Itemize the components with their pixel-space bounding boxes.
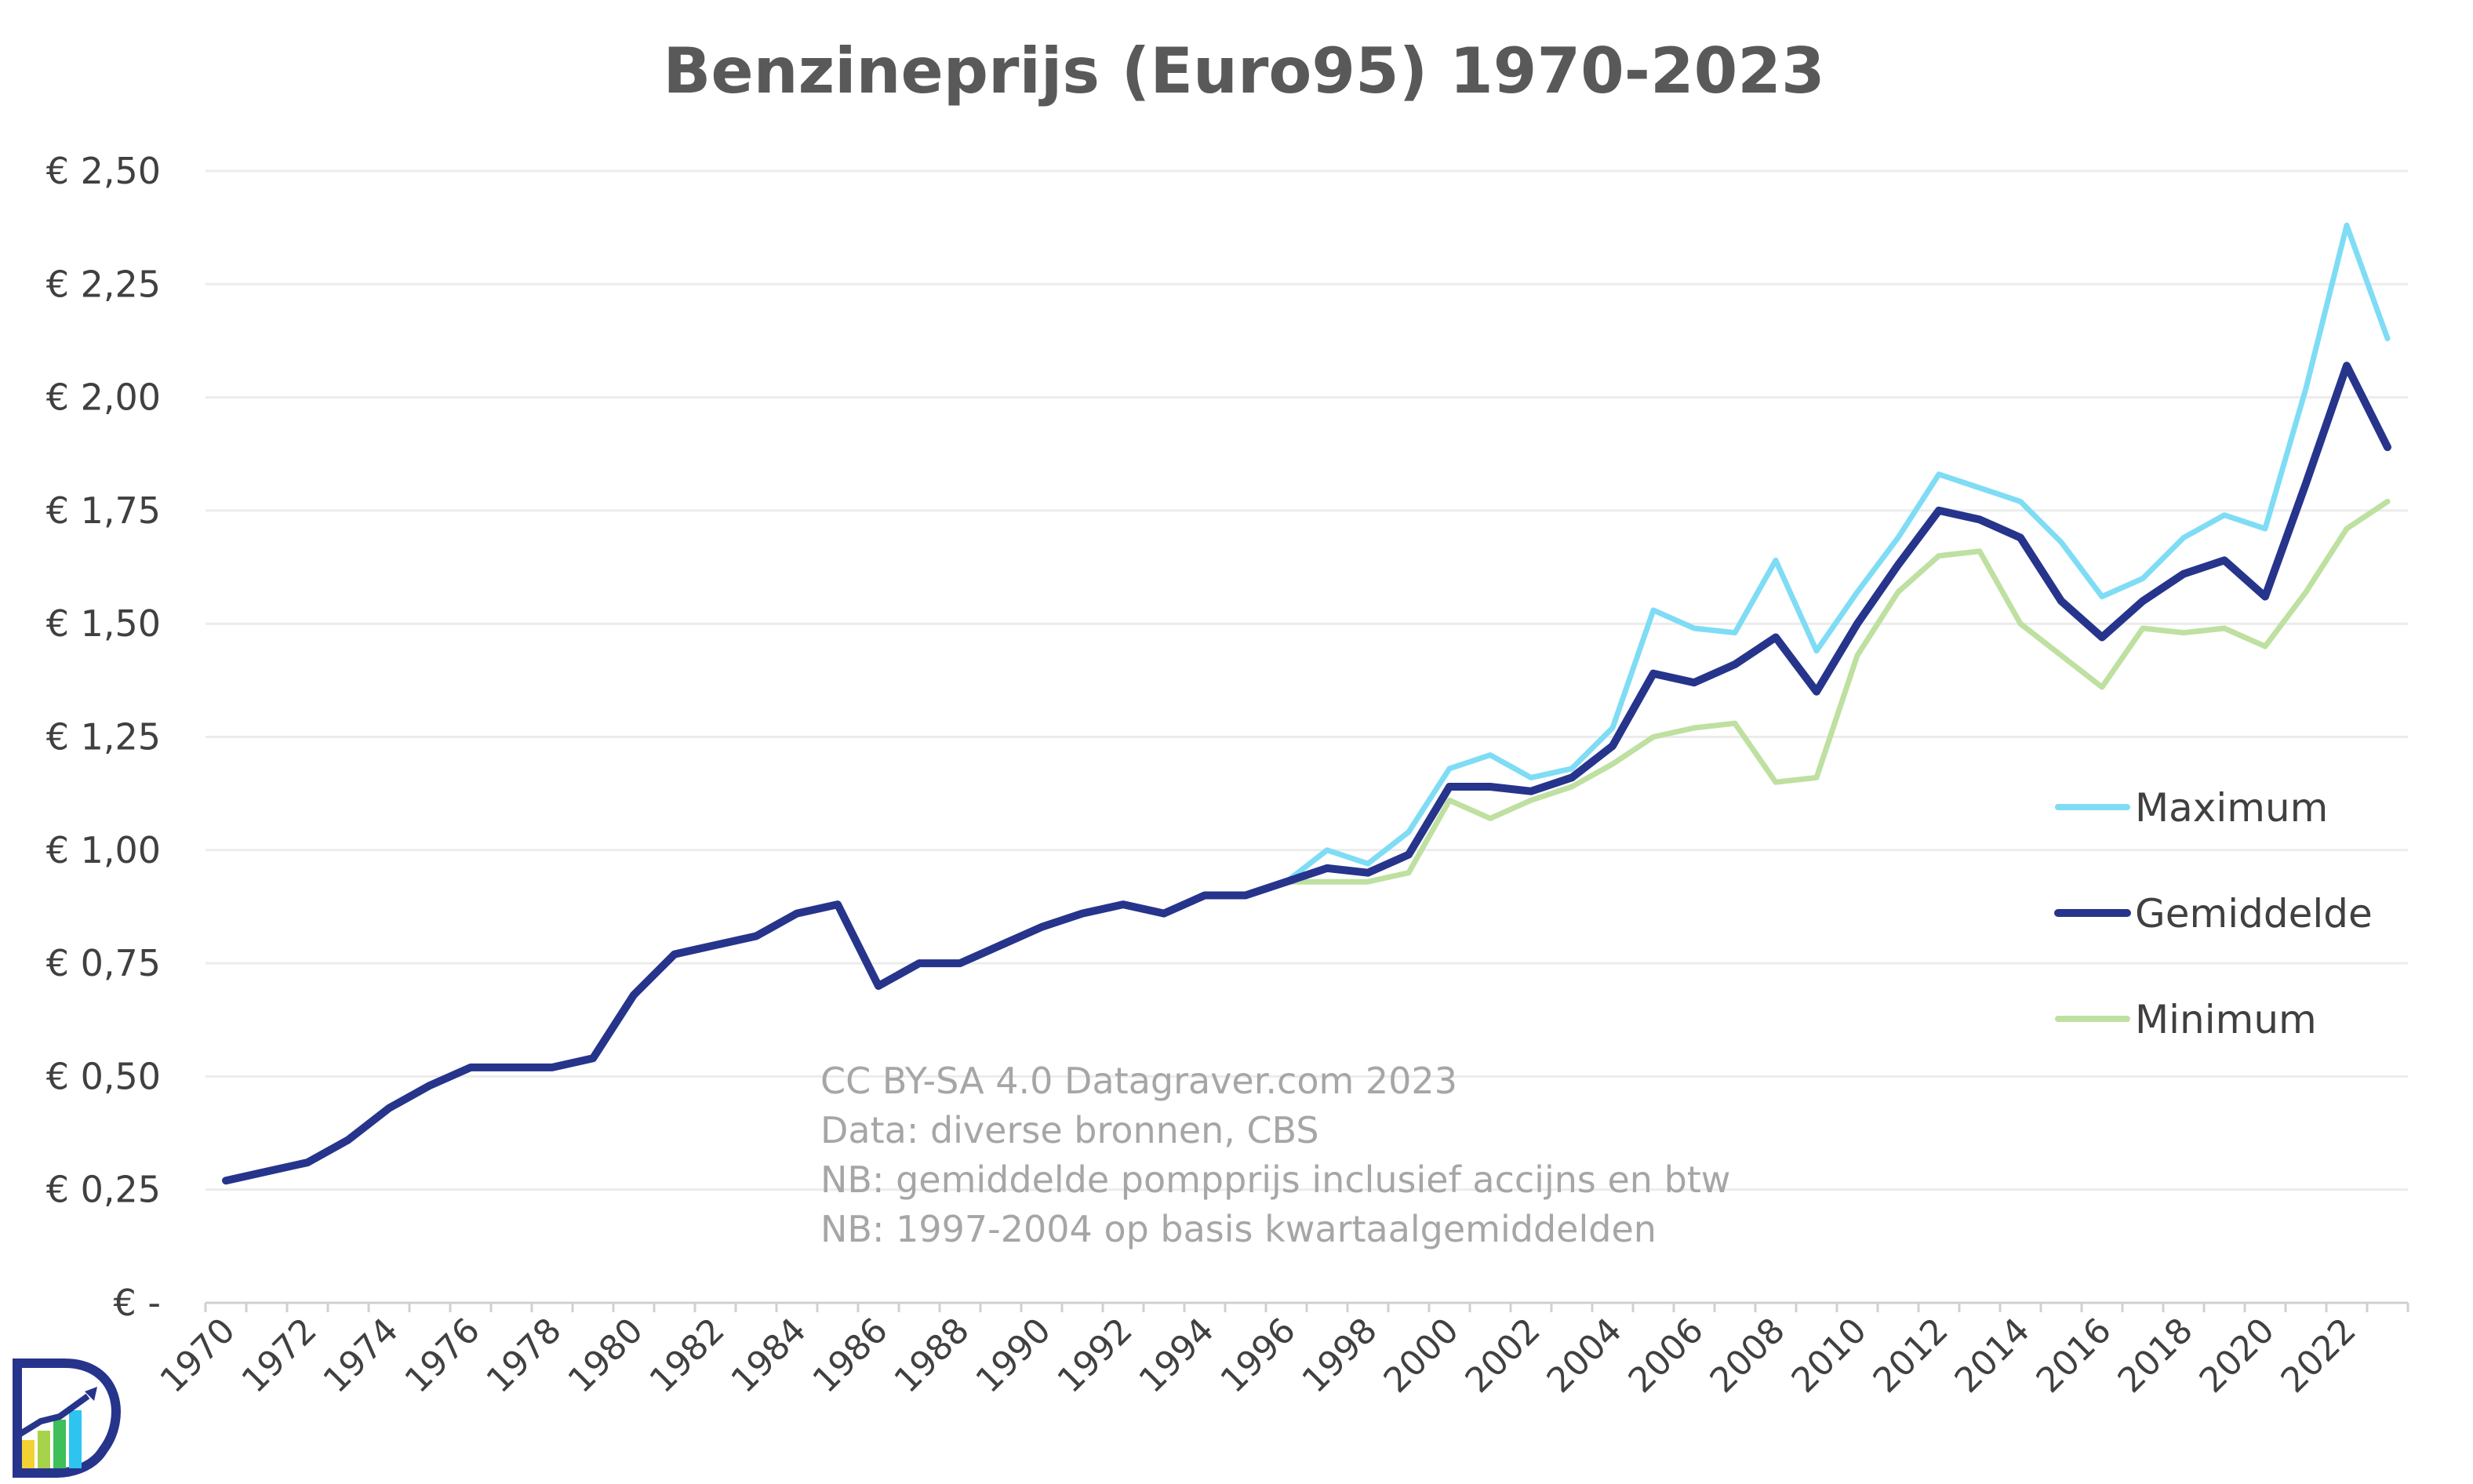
source-note: NB: 1997-2004 op basis kwartaalgemiddeld… [820, 1208, 1657, 1250]
source-note: NB: gemiddelde pompprijs inclusief accij… [820, 1158, 1730, 1201]
legend-label-gemiddelde: Gemiddelde [2135, 891, 2373, 937]
y-tick-label: € 1,00 [46, 829, 161, 871]
y-tick-label: € 2,50 [46, 150, 161, 192]
x-tick-label: 1986 [806, 1311, 896, 1401]
x-tick-label: 2012 [1866, 1311, 1956, 1401]
series-line-minimum [1283, 498, 2391, 885]
datagraver-logo [13, 1359, 121, 1478]
x-tick-label: 1976 [398, 1311, 488, 1401]
y-tick-label: € - [114, 1282, 162, 1324]
x-tick-label: 2004 [1540, 1311, 1630, 1401]
x-tick-label: 2002 [1458, 1311, 1548, 1401]
x-tick-label: 1982 [642, 1311, 733, 1401]
x-tick-label: 1992 [1050, 1311, 1140, 1401]
x-axis-labels: 1970197219741976197819801982198419861988… [153, 1303, 2409, 1401]
legend-label-maximum: Maximum [2135, 785, 2328, 831]
gridlines [205, 169, 2408, 1304]
x-tick-label: 2018 [2111, 1311, 2201, 1401]
x-tick-label: 2000 [1377, 1311, 1467, 1401]
y-tick-label: € 1,50 [46, 602, 161, 645]
y-tick-label: € 0,50 [46, 1055, 161, 1097]
x-tick-label: 1994 [1132, 1311, 1222, 1401]
y-tick-label: € 2,25 [46, 263, 161, 305]
x-tick-label: 2006 [1621, 1311, 1711, 1401]
legend: Maximum Gemiddelde Minimum [2054, 785, 2373, 1042]
x-tick-label: 1974 [316, 1311, 406, 1401]
series-line-gemiddelde [222, 362, 2391, 1185]
x-tick-label: 1980 [561, 1311, 651, 1401]
x-tick-label: 2022 [2274, 1311, 2364, 1401]
legend-label-minimum: Minimum [2135, 997, 2317, 1042]
y-axis-labels: € - € 0,25 € 0,50 € 0,75 € 1,00 € 1,25 € 1,50 €… [46, 150, 161, 1324]
y-tick-label: € 0,25 [46, 1169, 161, 1211]
x-tick-label: 2016 [2029, 1311, 2119, 1401]
source-note: CC BY-SA 4.0 Datagraver.com 2023 [820, 1060, 1457, 1102]
y-tick-label: € 2,00 [46, 376, 161, 419]
series-lines [222, 222, 2391, 1185]
y-tick-label: € 1,25 [46, 716, 161, 758]
source-note: Data: diverse bronnen, CBS [820, 1109, 1319, 1151]
y-tick-label: € 0,75 [46, 942, 161, 984]
x-tick-label: 2014 [1947, 1311, 2038, 1401]
source-notes: CC BY-SA 4.0 Datagraver.com 2023 Data: di… [820, 1060, 1730, 1250]
x-tick-label: 1972 [235, 1311, 325, 1401]
x-tick-label: 2020 [2192, 1311, 2282, 1401]
x-tick-label: 1970 [153, 1311, 243, 1401]
x-tick-label: 1978 [479, 1311, 569, 1401]
x-tick-label: 2008 [1703, 1311, 1793, 1401]
x-tick-label: 1996 [1213, 1311, 1304, 1401]
x-tick-label: 1984 [724, 1311, 814, 1401]
x-tick-label: 1988 [887, 1311, 977, 1401]
x-tick-label: 1990 [969, 1311, 1059, 1401]
x-tick-label: 1998 [1295, 1311, 1385, 1401]
x-tick-label: 2010 [1784, 1311, 1875, 1401]
series-line-maximum [1283, 222, 2391, 885]
y-tick-label: € 1,75 [46, 489, 161, 532]
chart-title: Benzineprijs (Euro95) 1970-2023 [663, 35, 1824, 107]
